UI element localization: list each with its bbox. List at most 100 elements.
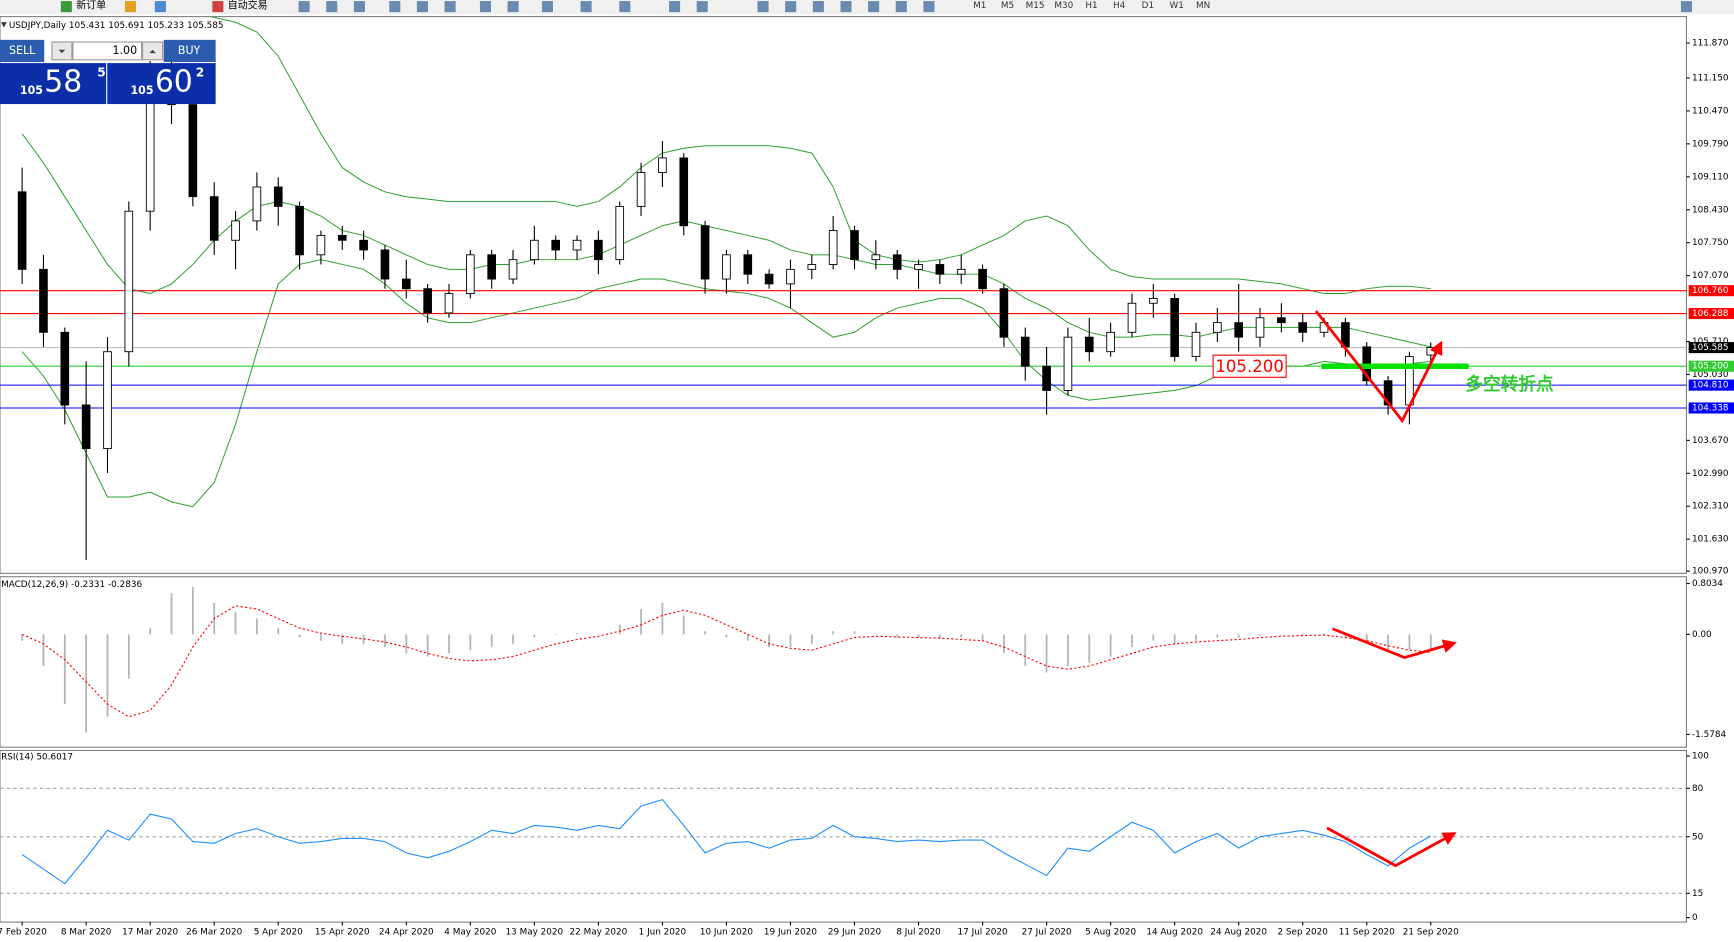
sell-label[interactable]: SELL [9, 44, 36, 57]
x-tick-label: 11 Sep 2020 [1339, 928, 1395, 938]
level-label: 106.760 [1692, 286, 1729, 296]
tool-icon[interactable] [479, 1, 492, 13]
bid-box[interactable] [0, 63, 107, 105]
new-order-button[interactable]: 新订单 [76, 0, 106, 12]
candle-body [1277, 317, 1286, 324]
bid-sup: 5 [97, 66, 105, 80]
macd-bar [810, 634, 813, 644]
candle-body [1042, 365, 1051, 391]
timeframe-button[interactable]: D1 [1142, 1, 1154, 11]
timeframe-button[interactable]: M15 [1026, 1, 1045, 11]
macd-bar [938, 634, 941, 638]
tool-icon[interactable] [619, 1, 631, 13]
tool-icon[interactable] [541, 1, 553, 13]
buy-button[interactable] [163, 39, 216, 62]
tool-icon[interactable] [326, 1, 338, 13]
tool-icon[interactable] [923, 1, 935, 13]
macd-bar [1195, 634, 1197, 641]
timeframe-button[interactable]: H1 [1085, 1, 1097, 11]
macd-bar [256, 618, 258, 635]
macd-bar [1088, 634, 1091, 663]
y-tick-label: 102.310 [1692, 502, 1729, 512]
tool-icon[interactable] [1680, 1, 1692, 13]
macd-bar [1344, 634, 1347, 638]
tool-icon[interactable] [389, 1, 401, 13]
macd-bar [917, 634, 920, 638]
autotrade-icon[interactable] [212, 1, 224, 13]
timeframe-button[interactable]: H4 [1113, 1, 1126, 11]
x-tick-label: 26 Mar 2020 [186, 928, 242, 938]
candle-body [1255, 317, 1265, 338]
sell-button[interactable] [0, 39, 45, 62]
candle-body [679, 157, 689, 227]
timeframe-button[interactable]: W1 [1169, 1, 1183, 11]
macd-bar [1109, 634, 1112, 657]
macd-bar [63, 634, 66, 705]
tool-icon[interactable] [785, 1, 797, 13]
macd-pane [0, 576, 1688, 748]
candle-body [231, 220, 240, 241]
annotation-text: 多空转折点 [1465, 373, 1554, 395]
toolbar-icon[interactable] [124, 1, 137, 13]
x-tick-label: 27 Jul 2020 [1022, 928, 1072, 938]
timeframe-button[interactable]: M30 [1054, 1, 1073, 11]
timeframe-button[interactable]: MN [1196, 1, 1210, 11]
timeframe-button[interactable]: M1 [973, 1, 986, 11]
candle-body [1191, 331, 1201, 357]
macd-bar [1429, 634, 1432, 650]
y-tick-label: 103.670 [1692, 436, 1729, 446]
candle-body [551, 239, 561, 251]
symbol-icon [1, 22, 7, 28]
candle-body [764, 273, 774, 285]
candle-body [337, 234, 347, 241]
tool-icon[interactable] [298, 1, 310, 13]
buy-label[interactable]: BUY [178, 44, 201, 57]
candle-body [700, 225, 710, 280]
tool-icon[interactable] [669, 1, 681, 13]
candle-body [466, 254, 475, 295]
tool-icon[interactable] [812, 1, 824, 13]
candle-body [636, 172, 646, 207]
toolbar-icon[interactable] [154, 1, 166, 13]
tool-icon[interactable] [868, 1, 880, 13]
tool-icon[interactable] [757, 1, 769, 13]
macd-arrow [1332, 627, 1457, 659]
y-tick-label: 105.710 [1692, 337, 1729, 347]
autotrade-button[interactable]: 自动交易 [228, 0, 268, 12]
level-label: 106.288 [1692, 309, 1729, 319]
new-order-icon[interactable] [60, 1, 72, 13]
candle-body [572, 239, 582, 251]
macd-bar [853, 631, 856, 635]
macd-bar [789, 634, 792, 648]
x-tick-label: 14 Aug 2020 [1146, 928, 1203, 938]
candle-body [1298, 322, 1308, 333]
y-tick-label: -1.5784 [1692, 730, 1726, 740]
tool-icon[interactable] [580, 1, 592, 13]
tool-icon[interactable] [696, 1, 708, 13]
x-tick-label: 1 Jun 2020 [639, 928, 687, 938]
tool-icon[interactable] [507, 1, 519, 13]
macd-bar [1067, 634, 1069, 667]
macd-bar [1152, 634, 1155, 641]
macd-bar [149, 628, 152, 635]
tool-icon[interactable] [416, 1, 428, 13]
ask-box[interactable] [107, 63, 216, 105]
candle-body [1213, 322, 1222, 333]
tool-icon[interactable] [444, 1, 456, 13]
lot-input[interactable] [72, 41, 143, 61]
macd-bar [533, 634, 536, 638]
lot-value[interactable]: 1.00 [113, 44, 138, 57]
level-tag [1688, 285, 1734, 297]
macd-bar [704, 631, 706, 635]
timeframe-button[interactable]: M5 [1001, 1, 1014, 11]
macd-bar [1280, 634, 1283, 635]
x-tick-label: 4 May 2020 [444, 928, 496, 938]
tool-icon[interactable] [895, 1, 907, 13]
y-tick-label: 107.070 [1692, 271, 1729, 281]
candle-body [743, 254, 753, 275]
macd-bar [874, 634, 877, 635]
tool-icon[interactable] [353, 1, 365, 13]
candle-body [1084, 336, 1094, 353]
tool-icon[interactable] [840, 1, 852, 13]
ask-big: 105 [130, 84, 153, 97]
